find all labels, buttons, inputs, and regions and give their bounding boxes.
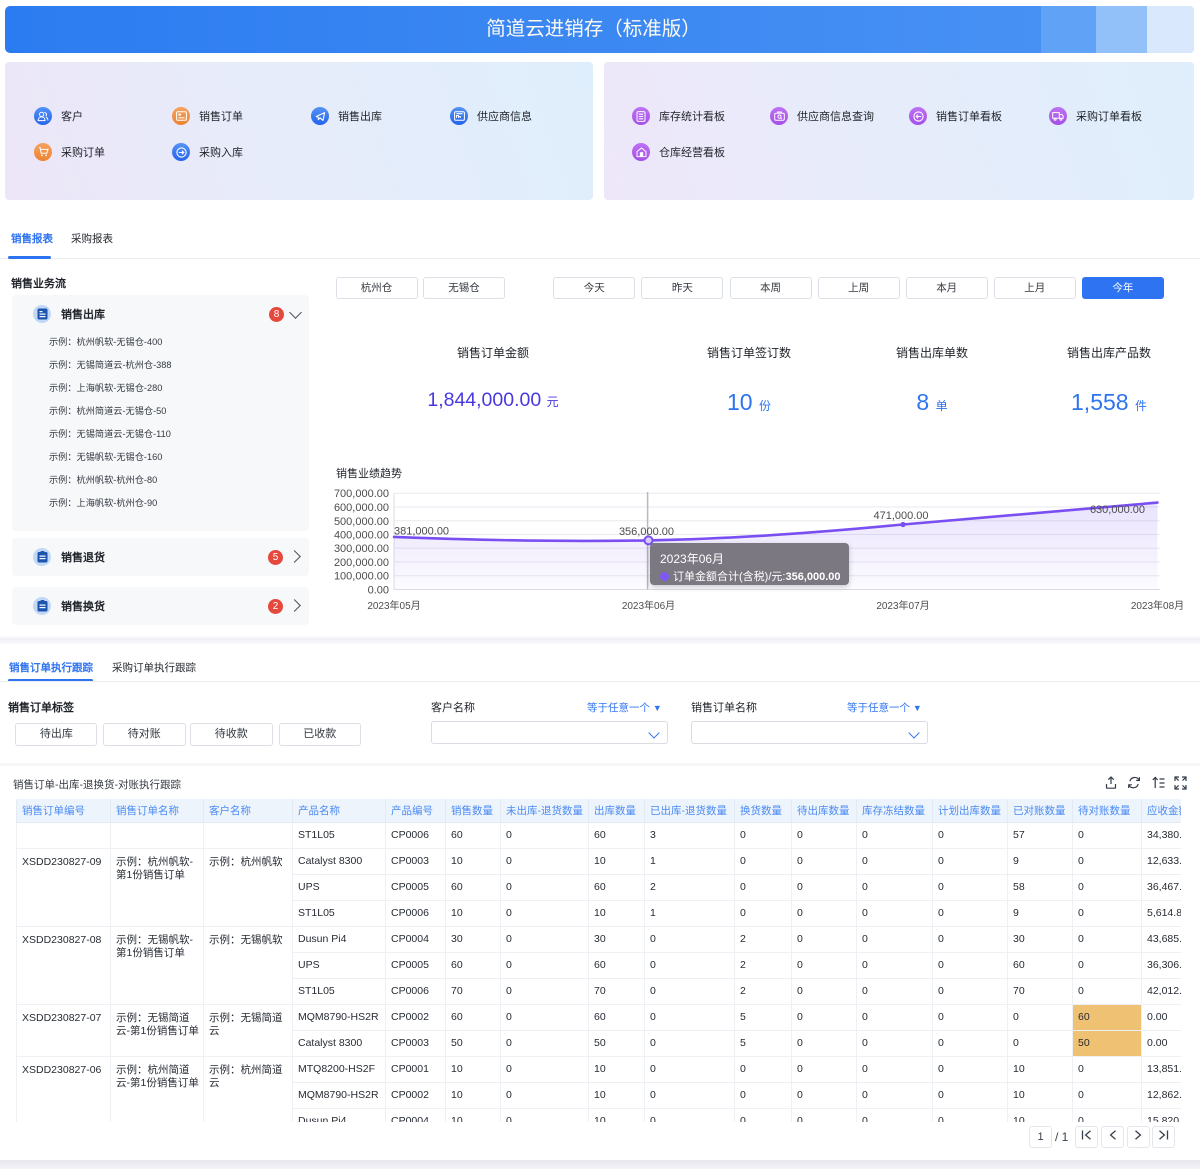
svg-text:500,000.00: 500,000.00 xyxy=(334,516,389,528)
svg-text:2023年08月: 2023年08月 xyxy=(1131,599,1184,612)
svg-text:200,000.00: 200,000.00 xyxy=(334,557,389,569)
svg-text:2023年07月: 2023年07月 xyxy=(876,599,929,612)
svg-text:2023年05月: 2023年05月 xyxy=(367,599,420,612)
svg-text:356,000.00: 356,000.00 xyxy=(619,526,674,538)
svg-text:100,000.00: 100,000.00 xyxy=(334,571,389,583)
svg-text:0.00: 0.00 xyxy=(368,585,389,597)
svg-text:600,000.00: 600,000.00 xyxy=(334,502,389,514)
svg-text:471,000.00: 471,000.00 xyxy=(873,510,928,522)
svg-text:400,000.00: 400,000.00 xyxy=(334,529,389,541)
svg-text:381,000.00: 381,000.00 xyxy=(394,526,449,538)
svg-text:700,000.00: 700,000.00 xyxy=(334,488,389,500)
svg-text:2023年06月: 2023年06月 xyxy=(622,599,675,612)
svg-text:630,000.00: 630,000.00 xyxy=(1090,504,1145,516)
svg-text:300,000.00: 300,000.00 xyxy=(334,543,389,555)
